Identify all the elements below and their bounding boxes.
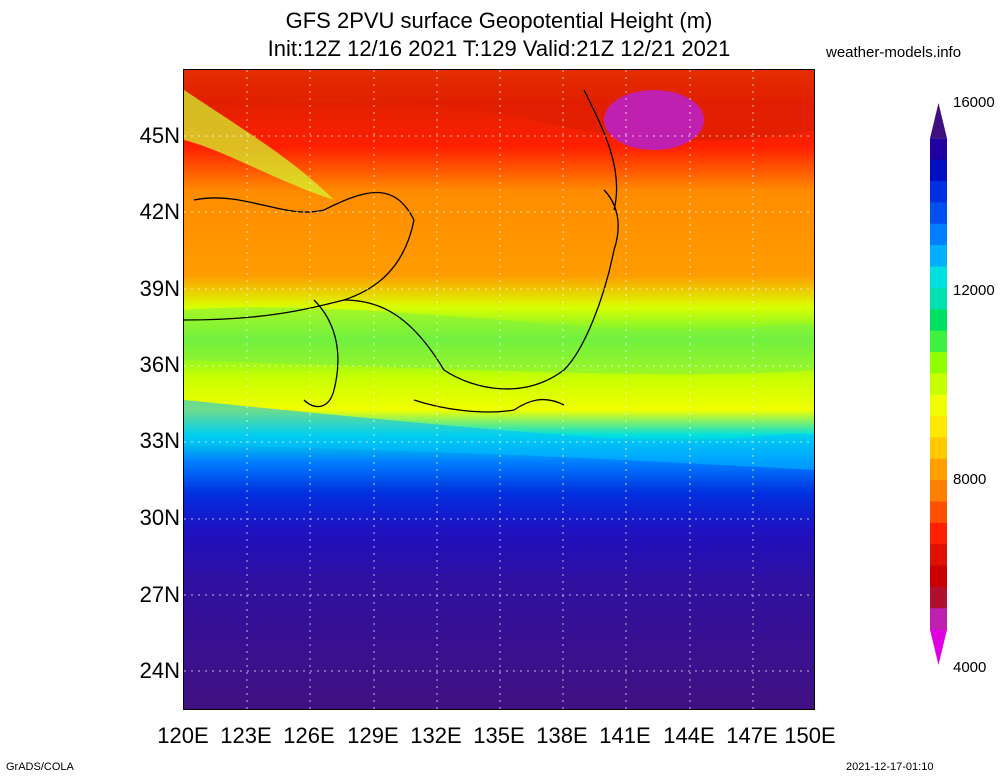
colorbar-swatch [930,266,947,289]
colorbar-swatch [930,103,947,139]
lat-label: 33N [139,428,180,453]
colorbar-swatch [930,480,947,502]
colorbar-swatch [930,416,947,438]
lat-label: 24N [139,658,180,683]
lon-label: 147E [726,723,778,748]
graticule [184,70,814,709]
colorbar-swatch [930,394,947,417]
colorbar-swatch [930,437,947,460]
colorbar-swatch [930,202,947,225]
colorbar-swatch [930,138,947,161]
colorbar-swatch [930,351,947,374]
colorbar-swatch [930,309,947,332]
colorbar-swatch [930,287,947,310]
colorbar-swatch [930,181,947,203]
lon-label: 150E [784,723,836,748]
lon-label: 144E [663,723,715,748]
colorbar-swatch [930,522,947,545]
chart-subtitle: Init:12Z 12/16 2021 T:129 Valid:21Z 12/2… [267,36,731,61]
lon-label: 138E [536,723,588,748]
lat-label: 30N [139,505,180,530]
lat-label: 45N [139,123,180,148]
chart-title: GFS 2PVU surface Geopotential Height (m) [285,8,713,33]
coastlines [184,89,619,413]
lon-label: 129E [347,723,399,748]
colorbar-label: 12000 [953,282,995,299]
lon-label: 135E [473,723,525,748]
trough-core [604,90,704,150]
colorbar-swatch [930,245,947,268]
lon-label: 123E [220,723,272,748]
colorbar-swatch [930,565,947,588]
colorbar-label: 16000 [953,94,995,111]
footer-software: GrADS/COLA [6,761,74,773]
colorbar-label: 8000 [953,471,987,488]
colorbar-swatch [930,544,947,567]
colorbar-swatch [930,629,947,665]
lat-label: 39N [139,276,180,301]
colorbar-swatch [930,373,947,396]
height-map [183,69,815,710]
cyan-band [184,400,814,470]
lon-label: 126E [283,723,335,748]
lat-label: 36N [139,352,180,377]
colorbar-label: 4000 [953,659,987,676]
colorbar-swatch [930,608,947,631]
lon-label: 141E [599,723,651,748]
lon-label: 120E [157,723,209,748]
colorbar [930,103,947,665]
credit-label: weather-models.info [826,44,962,61]
green-band [184,307,814,375]
colorbar-swatch [930,458,947,481]
colorbar-swatch [930,501,947,524]
lon-label: 132E [410,723,462,748]
colorbar-swatch [930,223,947,246]
colorbar-swatch [930,159,947,182]
height-map-canvas [184,70,814,709]
footer-timestamp: 2021-12-17-01:10 [846,761,934,773]
yellow-streak [184,90,334,200]
colorbar-swatch [930,330,947,353]
colorbar-swatch [930,586,947,609]
lat-label: 27N [139,582,180,607]
lat-label: 42N [139,199,180,224]
